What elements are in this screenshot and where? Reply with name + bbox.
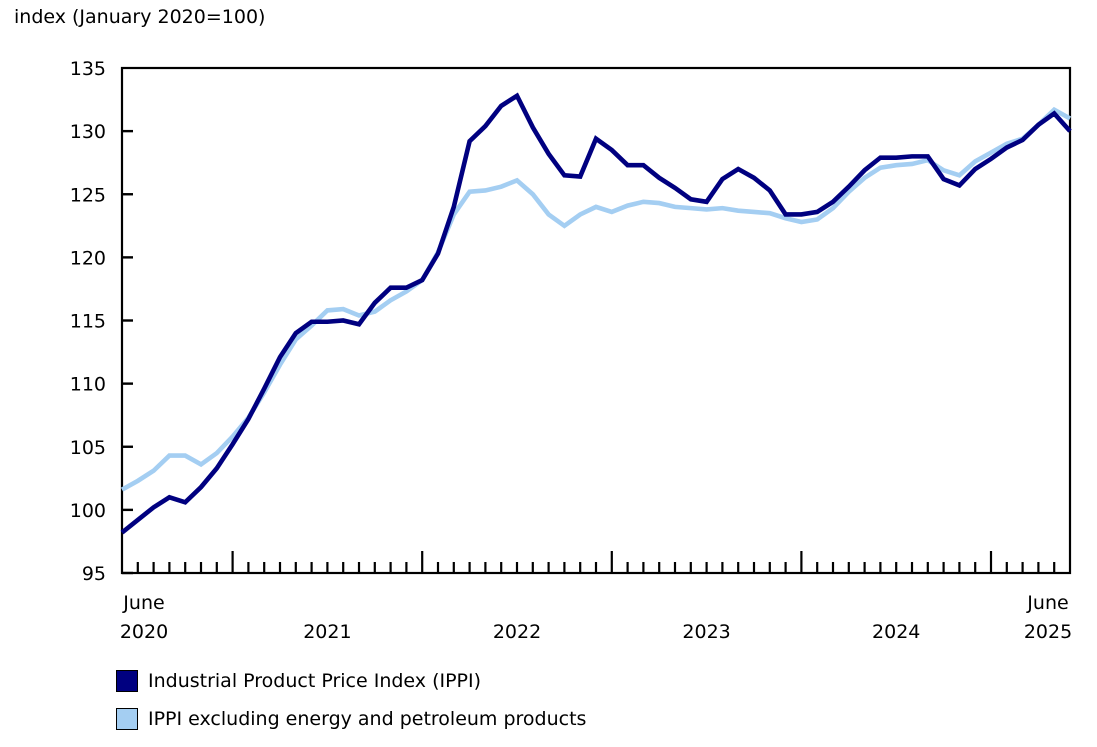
y-axis-tick-label: 135	[70, 58, 106, 80]
x-axis-year-label-2021: 2021	[303, 621, 351, 643]
legend-item-ippi: Industrial Product Price Index (IPPI)	[116, 662, 586, 700]
x-axis-year-label-2023: 2023	[682, 621, 730, 643]
y-axis-tick-label: 115	[70, 311, 106, 333]
legend-label-ippi: Industrial Product Price Index (IPPI)	[148, 670, 482, 692]
x-axis-year-label-2024: 2024	[872, 621, 920, 643]
x-axis-start-year-label: 2020	[120, 621, 168, 643]
y-axis-tick-label: 110	[70, 374, 106, 396]
x-axis-start-month-label: June	[122, 592, 164, 614]
legend-item-ippi-ex-energy: IPPI excluding energy and petroleum prod…	[116, 700, 586, 738]
x-axis-end-month-label: June	[1026, 592, 1068, 614]
chart-legend: Industrial Product Price Index (IPPI) IP…	[116, 662, 586, 738]
y-axis-unit-title: index (January 2020=100)	[14, 6, 266, 28]
y-axis-tick-label: 105	[70, 437, 106, 459]
series-line-ippi-ex-energy	[120, 106, 1072, 492]
y-axis-tick-label: 130	[70, 121, 106, 143]
y-axis-tick-label: 120	[70, 247, 106, 269]
y-axis-tick-label: 95	[82, 563, 106, 585]
legend-label-ippi-ex-energy: IPPI excluding energy and petroleum prod…	[148, 708, 587, 730]
legend-swatch-ippi-ex-energy	[116, 708, 138, 730]
legend-swatch-ippi	[116, 670, 138, 692]
y-axis-tick-label: 125	[70, 184, 106, 206]
x-axis-end-year-label: 2025	[1024, 621, 1072, 643]
y-axis-tick-label: 100	[70, 500, 106, 522]
x-axis-year-label-2022: 2022	[493, 621, 541, 643]
series-line-ippi	[120, 92, 1072, 535]
